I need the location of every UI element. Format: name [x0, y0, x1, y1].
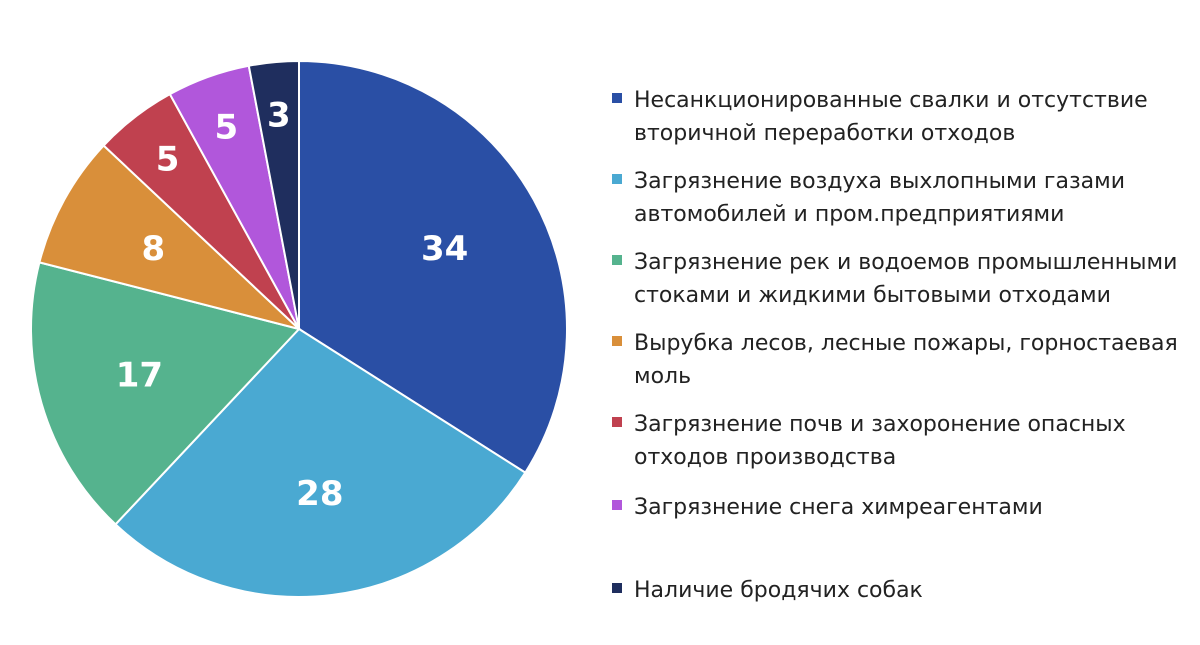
legend-label-1: Несанкционированные свалки и отсутствие …: [634, 88, 1148, 146]
legend-item-3: Загрязнение рек и водоемов промышленными…: [612, 246, 1192, 312]
pie-slice-4: [38, 144, 300, 330]
legend-item-6: Загрязнение снега химреагентами: [612, 491, 1192, 524]
legend-item-7: Наличие бродячих собак: [612, 574, 1192, 607]
pie-slice-2: [114, 327, 527, 599]
pie-data-label-2: 28: [296, 474, 343, 514]
pie-slice-7: [247, 59, 300, 330]
legend-swatch-7: [612, 583, 622, 593]
legend-label-3: Загрязнение рек и водоемов промышленными…: [634, 250, 1178, 308]
legend-swatch-5: [612, 417, 622, 427]
pie-slice-1: [298, 59, 568, 474]
legend-item-1: Несанкционированные свалки и отсутствие …: [612, 84, 1192, 150]
legend-swatch-3: [612, 255, 622, 265]
pie-slices: [30, 59, 568, 599]
legend-label-7: Наличие бродячих собак: [634, 578, 923, 603]
pie-data-label-5: 5: [156, 140, 180, 180]
legend-item-4: Вырубка лесов, лесные пожары, горностаев…: [612, 327, 1192, 393]
pie-data-label-6: 5: [215, 107, 239, 147]
legend-label-5: Загрязнение почв и захоронение опасных о…: [634, 412, 1126, 470]
pie-data-label-1: 34: [421, 229, 468, 269]
legend-item-5: Загрязнение почв и захоронение опасных о…: [612, 408, 1192, 474]
pie-data-label-4: 8: [142, 229, 166, 269]
legend-label-4: Вырубка лесов, лесные пожары, горностаев…: [634, 331, 1178, 389]
pie-data-label-7: 3: [267, 96, 291, 136]
pie-data-label-3: 17: [116, 355, 163, 395]
pie-slice-3: [30, 261, 301, 526]
legend-label-6: Загрязнение снега химреагентами: [634, 495, 1043, 520]
legend-swatch-2: [612, 174, 622, 184]
legend-swatch-6: [612, 500, 622, 510]
legend-swatch-1: [612, 93, 622, 103]
legend-label-2: Загрязнение воздуха выхлопными газами ав…: [634, 169, 1126, 227]
legend-item-2: Загрязнение воздуха выхлопными газами ав…: [612, 165, 1192, 231]
legend-swatch-4: [612, 336, 622, 346]
